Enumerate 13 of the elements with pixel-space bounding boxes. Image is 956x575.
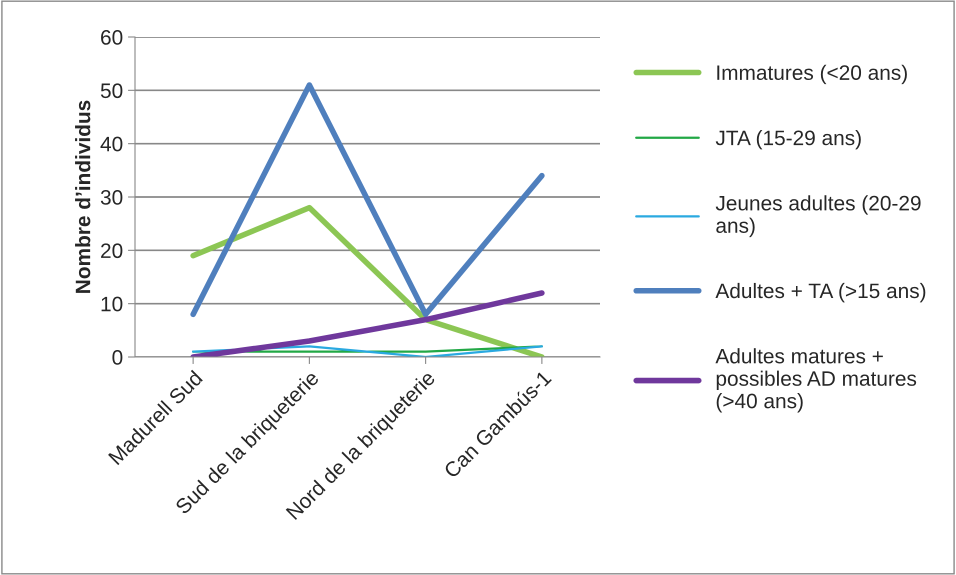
y-tick-label: 0: [112, 350, 122, 365]
y-tick-label: 60: [101, 30, 122, 45]
legend-label: Jeunes adultes (20-29 ans): [716, 195, 921, 238]
legend-label: Immatures (<20 ans): [717, 64, 907, 84]
y-tick-label: 20: [101, 243, 122, 258]
y-tick-label: 30: [100, 190, 122, 205]
legend-label: JTA (15-29 ans): [716, 130, 861, 150]
y-axis-title: Nombre d’individus: [75, 100, 90, 293]
legend-label: Adultes matures + possibles AD matures (>40 ans): [715, 348, 916, 412]
y-tick-label: 10: [102, 296, 122, 312]
legend-label: Adultes + TA (>15 ans): [715, 282, 926, 302]
y-tick-label: 40: [100, 136, 122, 152]
y-tick-label: 50: [100, 83, 122, 98]
